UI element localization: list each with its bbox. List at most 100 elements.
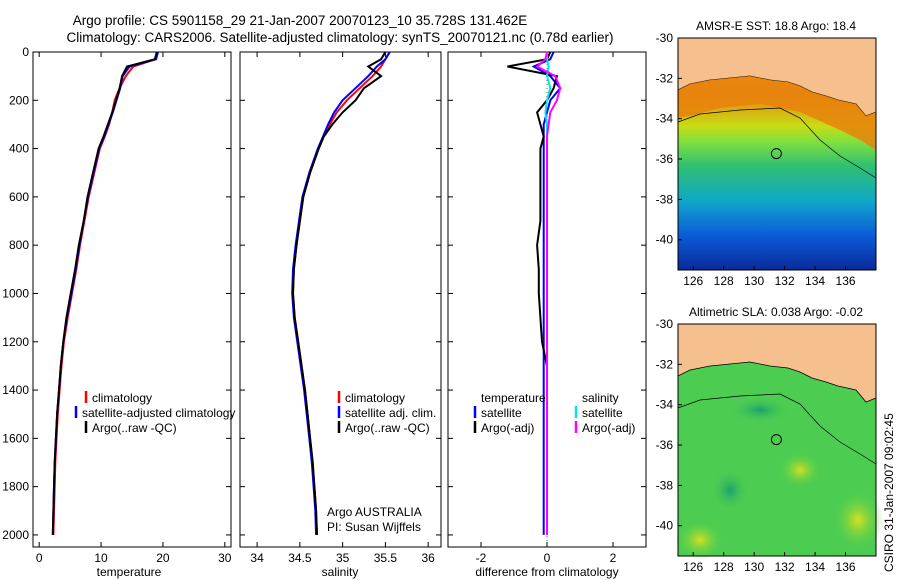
latitude-tick-label: -38: [656, 192, 674, 206]
latitude-tick-label: -30: [656, 31, 674, 45]
longitude-tick-label: 126: [683, 560, 703, 574]
longitude-tick-label: 134: [805, 274, 825, 288]
depth-tick-label: 400: [9, 142, 29, 156]
x-tick-label: 34.5: [288, 551, 312, 565]
x-tick-label: 0: [36, 551, 43, 565]
temperature-x-label: temperature: [97, 565, 162, 579]
legend-label-climatology: climatology: [92, 391, 152, 405]
legend-heading-salinity: salinity: [582, 391, 619, 405]
x-tick-label: 34: [250, 551, 264, 565]
depth-tick-label: 200: [9, 93, 29, 107]
temperature-panel: 0 200 400 600 800 1000 1200 1400 1600 1800 2000 0 1…: [2, 45, 235, 579]
longitude-tick-label: 136: [836, 274, 856, 288]
legend-label-satellite: satellite adj. clim.: [345, 406, 436, 420]
legend-label-argo: Argo(..raw -QC): [92, 421, 177, 435]
depth-tick-label: 1400: [2, 383, 29, 397]
figure-title-line1: Argo profile: CS 5901158_29 21-Jan-2007 …: [73, 13, 528, 28]
depth-tick-label: 1800: [2, 480, 29, 494]
temperature-axes-box: [32, 51, 232, 548]
legend-label-temperature-satellite: satellite: [481, 406, 522, 420]
difference-legend: temperature satellite Argo(-adj) salinit…: [473, 391, 635, 435]
longitude-tick-label: 126: [683, 274, 703, 288]
salinity-panel: 34 34.5 35 35.5 36 climatology satellite adj…: [239, 51, 442, 579]
depth-tick-label: 600: [9, 190, 29, 204]
sst-isobath: [677, 107, 877, 179]
latitude-tick-label: -36: [656, 152, 674, 166]
legend-label-temperature-argo: Argo(-adj): [481, 421, 534, 435]
sla-land-mass: [677, 323, 877, 403]
series-line-salinity-argo-adj: [535, 51, 562, 535]
temperature-legend: climatology satellite-adjusted climatolo…: [74, 391, 235, 435]
sla-map-title: Altimetric SLA: 0.038 Argo: -0.02: [689, 305, 863, 319]
salinity-x-label: salinity: [322, 565, 359, 579]
longitude-tick-label: 128: [714, 274, 734, 288]
latitude-tick-label: -32: [656, 357, 674, 371]
x-tick-label: 2: [610, 551, 617, 565]
sla-isobath: [677, 393, 877, 465]
difference-x-axis: -2 0 2: [476, 52, 617, 565]
longitude-tick-label: 132: [775, 274, 795, 288]
x-tick-label: 10: [94, 551, 108, 565]
legend-label-argo: Argo(..raw -QC): [345, 421, 430, 435]
x-tick-label: 35.5: [374, 551, 398, 565]
latitude-tick-label: -34: [656, 398, 674, 412]
legend-label-salinity-satellite: satellite: [582, 406, 623, 420]
x-tick-label: 0: [544, 551, 551, 565]
sla-anomaly-low: [710, 468, 750, 512]
salinity-axes-box: [239, 51, 442, 548]
difference-panel: -2 0 2 temperature satellite Argo(-adj) sa…: [447, 51, 647, 579]
legend-heading-temperature: temperature: [481, 391, 546, 405]
float-pi-label: PI: Susan Wijffels: [327, 520, 421, 534]
latitude-tick-label: -38: [656, 478, 674, 492]
series-line-argo-raw-qc: [51, 51, 158, 535]
legend-label-satellite: satellite-adjusted climatology: [82, 406, 235, 420]
sla-map-frame: [677, 323, 877, 557]
sst-argo-position-marker: [770, 148, 782, 160]
depth-tick-label: 0: [22, 45, 29, 59]
difference-x-label: difference from climatology: [475, 565, 618, 579]
latitude-tick-label: -32: [656, 71, 674, 85]
sla-argo-position-marker: [770, 434, 782, 446]
sla-anomaly-high: [676, 520, 724, 560]
sla-anomaly-high: [778, 452, 822, 488]
legend-label-climatology: climatology: [345, 391, 405, 405]
longitude-tick-label: 134: [805, 560, 825, 574]
salinity-x-axis: 34 34.5 35 35.5 36: [250, 52, 435, 565]
depth-tick-label: 1200: [2, 335, 29, 349]
latitude-tick-label: -30: [656, 317, 674, 331]
depth-tick-label: 1000: [2, 286, 29, 300]
sst-warm-coastal-band: [678, 76, 876, 150]
depth-tick-label: 2000: [2, 528, 29, 542]
x-tick-label: 35: [336, 551, 350, 565]
sst-map: AMSR-E SST: 18.8 Argo: 18.4 126 128 130 132…: [656, 19, 877, 288]
sst-map-frame: [677, 37, 877, 271]
latitude-tick-label: -36: [656, 438, 674, 452]
credit-stamp: CSIRO 31-Jan-2007 09:02:45: [882, 413, 896, 572]
sst-map-title: AMSR-E SST: 18.8 Argo: 18.4: [696, 19, 856, 33]
series-line-argo-raw-qc: [291, 51, 387, 535]
temperature-x-axis: 0 10 20 30: [36, 52, 232, 565]
latitude-tick-label: -40: [656, 233, 674, 247]
depth-tick-label: 800: [9, 238, 29, 252]
figure-title-line2: Climatology: CARS2006. Satellite-adjuste…: [66, 30, 613, 45]
sla-anomaly-low: [728, 396, 792, 424]
sst-map-axes: 126 128 130 132 134 136 -30 -32 -34 -36 -38 -40: [656, 31, 856, 288]
float-owner-label: Argo AUSTRALIA: [327, 505, 422, 519]
depth-tick-label: 1600: [2, 431, 29, 445]
sla-map: Altimetric SLA: 0.038 Argo: -0.02 126 128…: [656, 305, 884, 574]
x-tick-label: 36: [421, 551, 435, 565]
longitude-tick-label: 130: [744, 274, 764, 288]
x-tick-label: -2: [476, 551, 487, 565]
series-line-temperature-satellite: [531, 51, 562, 535]
latitude-tick-label: -40: [656, 519, 674, 533]
salinity-legend: climatology satellite adj. clim. Argo(..…: [337, 391, 436, 435]
depth-axis: 0 200 400 600 800 1000 1200 1400 1600 1800 2000: [2, 45, 231, 542]
sla-anomaly-high: [832, 490, 884, 550]
longitude-tick-label: 132: [775, 560, 795, 574]
longitude-tick-label: 136: [836, 560, 856, 574]
latitude-tick-label: -34: [656, 112, 674, 126]
legend-label-salinity-argo: Argo(-adj): [582, 421, 635, 435]
longitude-tick-label: 130: [744, 560, 764, 574]
x-tick-label: 30: [218, 551, 232, 565]
longitude-tick-label: 128: [714, 560, 734, 574]
